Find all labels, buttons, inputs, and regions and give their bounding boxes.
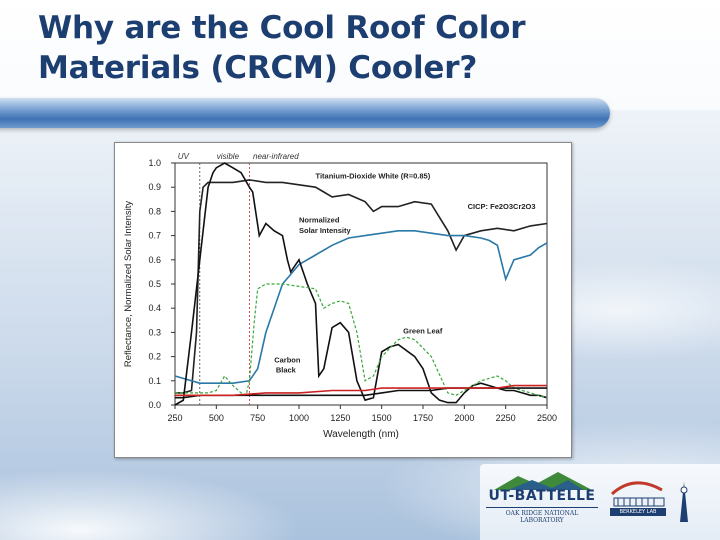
y-axis-label: Reflectance, Normalized Solar Intensity	[123, 201, 134, 368]
ut-battelle-label: UT-BATTELLE	[488, 488, 596, 504]
x-tick-label: 250	[167, 413, 182, 423]
y-tick-label: 0.6	[148, 255, 161, 265]
chart-series	[174, 162, 548, 406]
x-tick-label: 750	[250, 413, 265, 423]
x-tick-label: 1500	[372, 413, 392, 423]
berkeley-lab-logo-icon	[610, 481, 688, 522]
series-annotation: Solar Intensity	[299, 226, 352, 235]
chart-axes: 250 500 750 1000 1250 1500 1750 2000 2250 2500 0.0…	[123, 152, 557, 440]
series-line-0	[175, 179, 548, 394]
series-line-2	[174, 162, 548, 406]
chart-labels: Titanium-Dioxide White (R=0.85) Normalize…	[274, 172, 535, 375]
y-tick-label: 0.9	[148, 182, 161, 192]
series-annotation: CICP: Fe2O3Cr2O3	[468, 202, 536, 211]
series-line-3	[175, 283, 548, 399]
region-label: visible	[217, 152, 240, 161]
reflectance-chart: 250 500 750 1000 1250 1500 1750 2000 2250 2500 0.0…	[123, 152, 557, 440]
title-line-1: Why are the Cool Roof Color	[38, 10, 526, 46]
logo-panel	[480, 464, 720, 540]
y-tick-label: 0.7	[148, 231, 161, 241]
y-tick-label: 0.4	[148, 303, 161, 313]
title-line-2: Materials (CRCM) Cooler?	[38, 50, 478, 86]
berkeley-lab-label: BERKELEY LAB	[610, 508, 666, 516]
y-tick-label: 0.3	[148, 327, 161, 337]
y-tick-label: 0.5	[148, 279, 161, 289]
y-tick-label: 1.0	[148, 158, 161, 168]
ut-battelle-logo-icon	[494, 472, 592, 490]
title-underline-bar	[0, 98, 610, 128]
series-annotation: Normalized	[299, 215, 340, 224]
region-label: near-infrared	[253, 152, 299, 161]
region-label: UV	[178, 152, 190, 161]
ornl-label: OAK RIDGE NATIONAL LABORATORY	[486, 507, 598, 524]
y-tick-label: 0.1	[148, 376, 161, 386]
slide-title: Why are the Cool Roof Color Materials (C…	[38, 8, 678, 88]
x-tick-label: 2250	[496, 413, 516, 423]
x-tick-label: 2000	[454, 413, 474, 423]
x-tick-label: 1750	[413, 413, 433, 423]
series-annotation: Black	[276, 365, 297, 374]
x-tick-label: 1000	[289, 413, 309, 423]
y-tick-label: 0.2	[148, 352, 161, 362]
x-tick-label: 500	[209, 413, 224, 423]
series-line-5	[175, 384, 547, 397]
x-tick-label: 2500	[537, 413, 557, 423]
chart-frame: 250 500 750 1000 1250 1500 1750 2000 2250 2500 0.0…	[114, 142, 572, 458]
series-annotation: Titanium-Dioxide White (R=0.85)	[316, 172, 431, 181]
x-tick-label: 1250	[330, 413, 350, 423]
series-line-1	[174, 230, 548, 384]
y-tick-label: 0.0	[148, 400, 161, 410]
series-annotation: Green Leaf	[403, 327, 443, 336]
x-axis-label: Wavelength (nm)	[323, 429, 399, 440]
series-annotation: Carbon	[274, 356, 301, 365]
y-tick-label: 0.8	[148, 206, 161, 216]
